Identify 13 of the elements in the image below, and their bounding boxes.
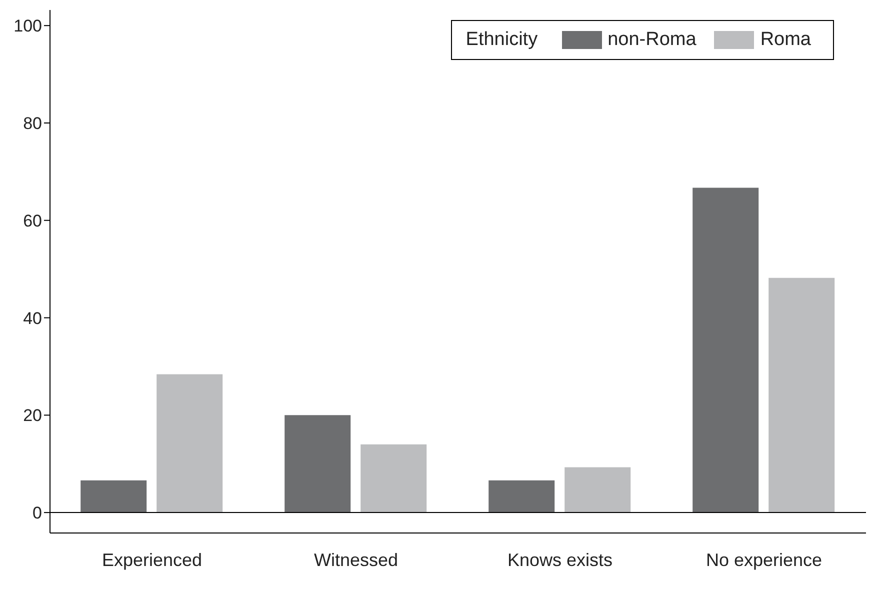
legend-label: Roma	[760, 29, 811, 51]
x-tick-label: Experienced	[102, 550, 202, 570]
y-tick-label: 60	[23, 211, 42, 230]
x-tick-label: Knows exists	[507, 550, 613, 570]
legend-title: Ethnicity	[466, 29, 538, 51]
y-tick-label: 100	[14, 16, 42, 36]
y-tick-label: 0	[32, 504, 42, 523]
y-tick-label: 80	[23, 114, 42, 134]
legend-label: non-Roma	[608, 29, 696, 51]
x-tick-label: No experience	[706, 550, 822, 570]
x-tick-label: Witnessed	[314, 550, 398, 570]
y-tick-label: 20	[23, 406, 42, 426]
y-tick-label: 40	[23, 308, 42, 328]
